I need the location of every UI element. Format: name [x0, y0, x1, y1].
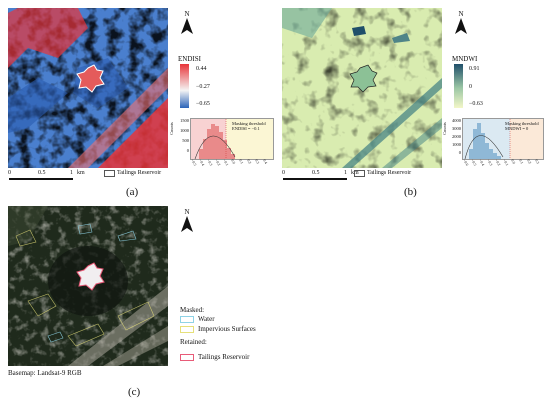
reservoir-legend-label-a: Tailings Reservoir: [117, 170, 162, 176]
hist-x-tick: −0.6: [462, 159, 469, 167]
landsat-rgb-map: [8, 206, 168, 366]
endisi-histogram: [190, 118, 274, 160]
endisi-map: [8, 8, 168, 168]
basemap-caption: Basemap: Landsat-9 RGB: [8, 369, 82, 377]
mndwi-hist-ylabel: Counts: [442, 122, 447, 135]
water-legend-swatch: [180, 316, 194, 323]
reservoir-legend-swatch-a: [104, 170, 115, 177]
panel-label-b: (b): [404, 186, 417, 198]
mndwi-hist-xticks: −0.6 −0.5 −0.4 −0.3 −0.2 −0.1 0.0 0.1 0.2 0.3: [462, 159, 540, 167]
hist-x-tick: 0.0: [230, 159, 236, 165]
hist-x-tick: −0.4: [478, 159, 485, 167]
retained-title: Retained:: [180, 338, 207, 346]
north-arrow-b: N: [454, 10, 468, 39]
impervious-legend-label: Impervious Surfaces: [198, 325, 256, 333]
hist-x-tick: 0.1: [238, 159, 244, 165]
tailings-reservoir-outline: [76, 64, 105, 93]
mndwi-hist-yticks: 4000 3000 2000 1000 0: [452, 118, 461, 155]
hist-x-tick: −0.1: [502, 159, 509, 167]
water-legend-label: Water: [198, 315, 215, 323]
endisi-mid: −0.27: [196, 84, 210, 90]
mndwi-map: [282, 8, 442, 168]
north-arrow-c: N: [180, 208, 194, 237]
panel-label-a: (a): [126, 186, 139, 198]
mndwi-min: −0.63: [469, 101, 483, 107]
hist-x-tick: −0.2: [494, 159, 501, 167]
hist-x-tick: −0.2: [214, 159, 221, 167]
endisi-threshold-note: Masking threshold ENDISI = −0.1: [232, 121, 266, 131]
masked-title: Masked:: [180, 306, 205, 314]
mndwi-histogram: [462, 118, 544, 160]
hist-x-tick: −0.1: [222, 159, 229, 167]
hist-x-tick: −0.3: [486, 159, 493, 167]
hist-x-tick: −0.4: [198, 159, 205, 167]
endisi-colorbar: [180, 64, 189, 108]
hist-x-tick: −0.5: [470, 159, 477, 167]
scale-bar-b: 0 0.5 1 km: [282, 170, 359, 186]
reservoir-legend-swatch-b: [354, 170, 365, 177]
endisi-max: 0.44: [196, 66, 207, 72]
hist-x-tick: 0.4: [262, 159, 268, 165]
reservoir-legend-swatch-c: [180, 354, 194, 361]
mndwi-max: 0.91: [469, 66, 480, 72]
endisi-hist-xticks: −0.5 −0.4 −0.3 −0.2 −0.1 0.0 0.1 0.2 0.3 0.4: [190, 159, 268, 167]
mndwi-threshold-note: Masking threshold MNDWI = 0: [505, 121, 539, 131]
mndwi-mid: 0: [469, 84, 472, 90]
hist-x-tick: 0.3: [534, 159, 540, 165]
impervious-legend-swatch: [180, 326, 194, 333]
endisi-min: −0.65: [196, 101, 210, 107]
hist-x-tick: 0.0: [510, 159, 516, 165]
endisi-hist-yticks: 1500 1000 500 0: [180, 118, 189, 153]
scale-bar-a: 0 0.5 1 km: [8, 170, 85, 186]
reservoir-legend-label-b: Tailings Reservoir: [367, 170, 412, 176]
north-arrow-a: N: [180, 10, 194, 39]
mndwi-colorbar: [454, 64, 463, 108]
reservoir-legend-label-c: Tailings Reservoir: [198, 353, 250, 361]
hist-x-tick: −0.3: [206, 159, 213, 167]
hist-x-tick: 0.2: [246, 159, 252, 165]
panel-label-c: (c): [128, 386, 141, 398]
hist-x-tick: 0.1: [518, 159, 524, 165]
tailings-reservoir-outline-c: [76, 262, 105, 291]
hist-x-tick: 0.3: [254, 159, 260, 165]
hist-x-tick: 0.2: [526, 159, 532, 165]
endisi-hist-ylabel: Counts: [169, 122, 174, 135]
mndwi-legend-title: MNDWI: [452, 55, 478, 63]
hist-x-tick: −0.5: [190, 159, 197, 167]
endisi-legend-title: ENDISI: [178, 55, 201, 63]
